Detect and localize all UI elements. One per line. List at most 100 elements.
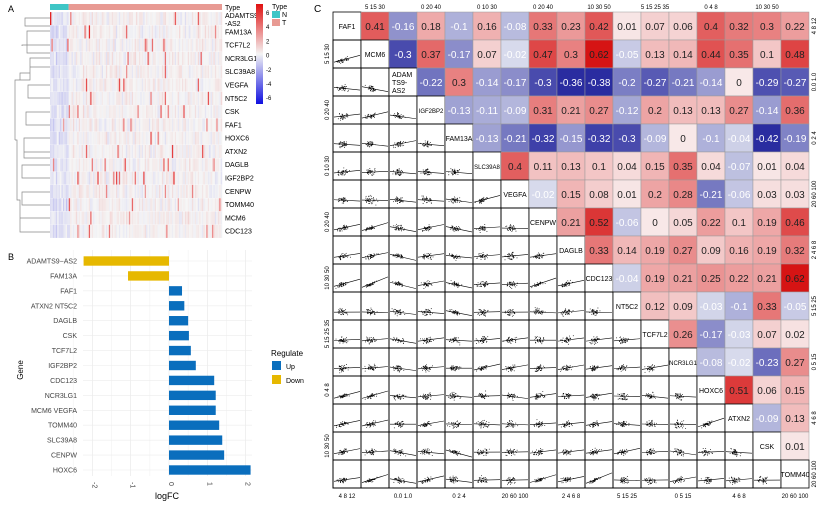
scatter-point xyxy=(399,202,400,203)
scatter-point xyxy=(341,113,343,115)
scatter-point xyxy=(402,311,404,313)
scatter-point xyxy=(369,198,371,200)
scatter-cell xyxy=(332,179,362,209)
scatter-point xyxy=(427,258,429,260)
scatter-point xyxy=(394,308,395,310)
scatter-point xyxy=(476,257,478,259)
scatter-point xyxy=(372,200,374,202)
scatter-point xyxy=(431,258,432,260)
scatter-point xyxy=(569,313,571,315)
scatter-point xyxy=(505,312,507,314)
scatter-point xyxy=(345,141,347,143)
scatter-point xyxy=(371,88,373,90)
scatter-point xyxy=(374,169,376,171)
heatmap-row-label: TOMM40 xyxy=(225,202,254,209)
scatter-point xyxy=(507,229,509,231)
scatter-point xyxy=(370,308,372,310)
scatter-point xyxy=(339,230,341,232)
scatter-point xyxy=(399,254,401,256)
scatter-point xyxy=(457,282,459,284)
heatmap-cell xyxy=(220,224,223,239)
scatter-point xyxy=(561,314,563,316)
scatter-point xyxy=(423,254,425,256)
scatter-point xyxy=(368,88,370,90)
scatter-point xyxy=(372,89,374,90)
scatter-point xyxy=(366,144,368,146)
corr-value: 0.13 xyxy=(645,50,665,61)
scatter-point xyxy=(337,174,339,175)
scatter-point xyxy=(392,339,394,341)
corr-value: -0.11 xyxy=(476,106,498,117)
scatter-point xyxy=(371,197,372,199)
corr-value: 0.04 xyxy=(701,162,721,173)
scatter-point xyxy=(423,288,425,289)
heatmap-cell xyxy=(220,158,223,172)
scatter-point xyxy=(451,169,453,171)
scatter-point xyxy=(339,147,341,149)
scatter-point xyxy=(371,174,372,176)
corr-value: -0.06 xyxy=(728,190,751,201)
scatter-point xyxy=(368,253,370,255)
scatter-point xyxy=(433,339,434,341)
scatter-point xyxy=(343,314,345,315)
scatter-point xyxy=(486,281,488,283)
scatter-point xyxy=(426,142,428,144)
scatter-point xyxy=(396,142,398,144)
scatter-point xyxy=(397,229,399,231)
scatter-point xyxy=(535,308,537,310)
scatter-point xyxy=(396,173,398,174)
scatter-point xyxy=(344,256,346,258)
corr-cell xyxy=(780,151,810,181)
scatter-point xyxy=(400,197,402,199)
corr-value: -0.02 xyxy=(532,190,555,201)
scatter-point xyxy=(511,285,513,287)
corr-value: 0.27 xyxy=(673,246,693,257)
scatter-point xyxy=(369,285,371,287)
scatter-point xyxy=(430,144,432,146)
scatter-point xyxy=(395,174,397,176)
scatter-point xyxy=(372,201,374,203)
scatter-point xyxy=(597,307,599,309)
scatter-point xyxy=(477,282,479,284)
scatter-point xyxy=(512,309,514,310)
scatter-point xyxy=(343,284,345,286)
corr-cell xyxy=(360,11,390,41)
scatter-point xyxy=(504,259,506,261)
scatter-point xyxy=(456,226,458,228)
corr-cell xyxy=(500,39,530,69)
corr-value: 0 xyxy=(652,218,658,229)
scatter-point xyxy=(374,313,376,315)
scatter-point xyxy=(484,256,486,258)
scatter-point xyxy=(425,314,427,316)
scatter-point xyxy=(482,198,484,200)
scatter-point xyxy=(396,226,398,228)
scatter-point xyxy=(341,310,343,312)
scatter-point xyxy=(425,310,427,312)
scatter-point xyxy=(428,201,430,203)
scatter-point xyxy=(477,228,479,230)
bar-fam13a xyxy=(128,271,169,281)
corr-value: 0.01 xyxy=(617,190,637,201)
scatter-point xyxy=(369,314,371,316)
scatter-point xyxy=(450,338,451,340)
corr-value: -0.02 xyxy=(504,50,527,61)
gene-tick-label: CDC123 xyxy=(50,378,77,385)
scatter-point xyxy=(426,202,428,204)
scatter-point xyxy=(513,257,515,259)
scatter-cell xyxy=(360,207,390,237)
scatter-point xyxy=(481,342,483,344)
scatter-point xyxy=(536,285,538,287)
scatter-point xyxy=(427,145,429,147)
scatter-point xyxy=(401,201,403,202)
scatter-point xyxy=(458,257,460,259)
legend-label: Up xyxy=(286,364,295,371)
scatter-point xyxy=(373,172,375,174)
scatter-point xyxy=(339,285,341,287)
scatter-point xyxy=(427,174,429,176)
scatter-point xyxy=(420,172,422,174)
bar-csk xyxy=(169,330,189,341)
scatter-point xyxy=(345,225,347,227)
scatter-point xyxy=(341,336,343,338)
scatter-point xyxy=(424,310,426,312)
scatter-point xyxy=(343,86,345,88)
